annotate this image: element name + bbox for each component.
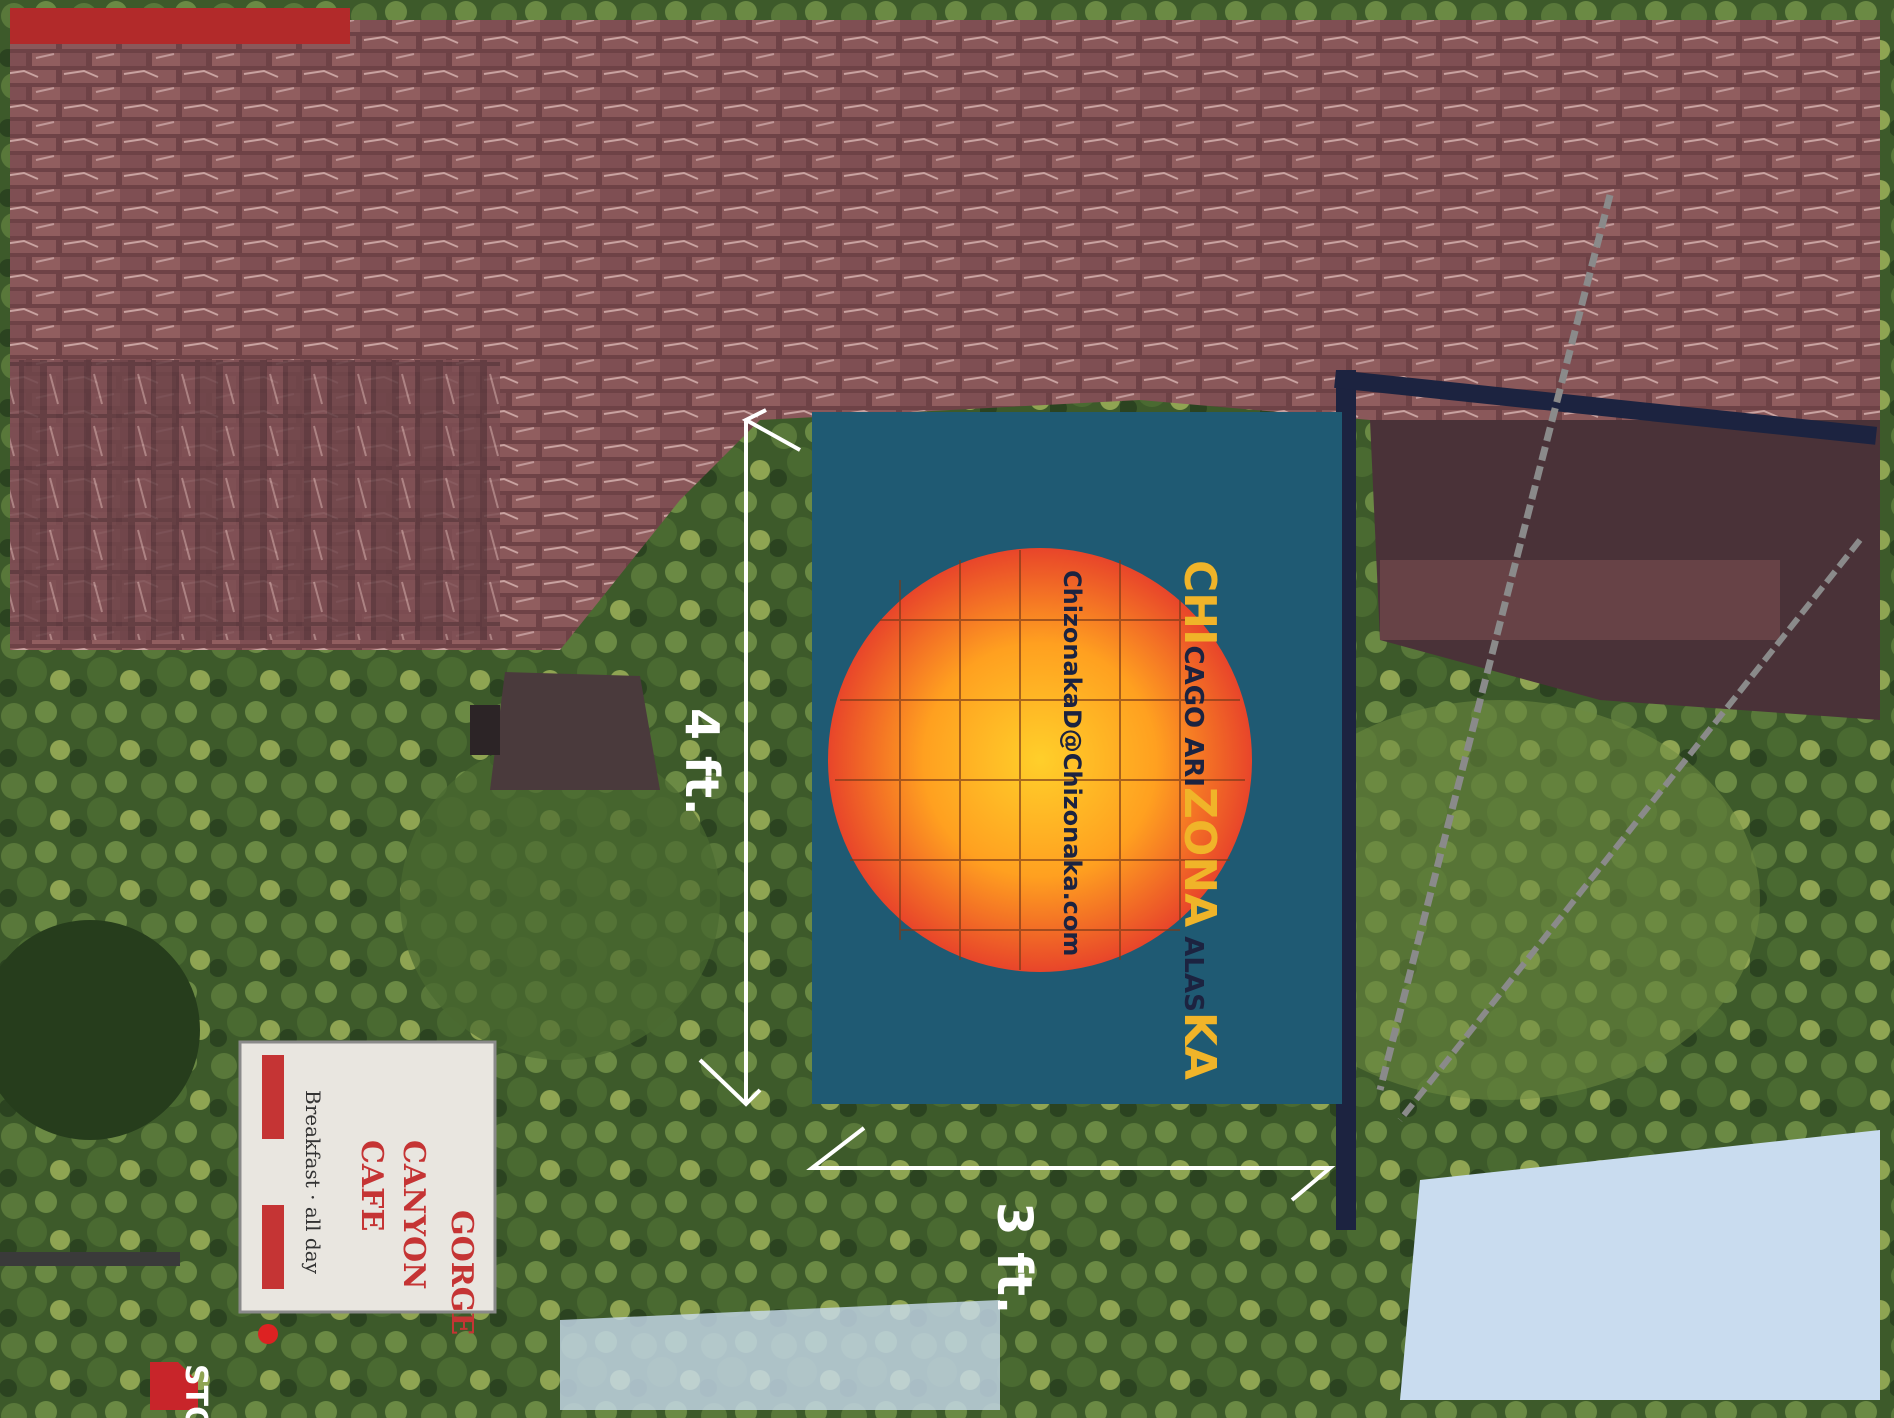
street-sign-line1: GORGE (444, 1210, 479, 1335)
brand-part-1: CHI (1174, 560, 1225, 646)
height-label: 3 ft. (986, 1202, 1042, 1314)
width-dimension-line (698, 408, 801, 1107)
wall-lantern (470, 672, 660, 790)
dark-shrub (0, 920, 200, 1140)
height-dimension-line (806, 1126, 1336, 1202)
brand-part-6: KA (1174, 1012, 1225, 1080)
sky-patch-bottom (560, 1300, 1000, 1410)
overhang-beam (1380, 560, 1780, 640)
sun-graphic (828, 548, 1252, 972)
hanging-sign-panel (812, 412, 1342, 1104)
stop-sign (150, 1362, 198, 1410)
sun-grid (835, 550, 1245, 970)
brick-column (10, 360, 500, 640)
traffic-light (258, 1324, 278, 1344)
street-sign (238, 1040, 497, 1314)
signal-pole (0, 1252, 180, 1266)
tree-canopy (400, 740, 720, 1060)
brand-part-4: ZONA (1174, 787, 1225, 927)
sky-patch-right (1400, 1130, 1880, 1400)
width-label: 4 ft. (675, 708, 729, 816)
stop-sign-text: STOP (178, 1364, 213, 1418)
tree-canopy-right (1240, 700, 1760, 1100)
red-awning (10, 8, 350, 44)
street-sign-line2: CANYON (396, 1140, 431, 1290)
brand-part-2: CAGO (1178, 646, 1208, 738)
brand-text: CHICAGO ARIZONA ALASKA (1174, 560, 1225, 1080)
brand-part-5: ALAS (1178, 927, 1208, 1012)
brand-part-3: ARI (1178, 737, 1208, 787)
sign-email: ChizonakaD@Chizonaka.com (1058, 570, 1086, 956)
brand-text-group: CHICAGO ARIZONA ALASKA (1174, 560, 1225, 1080)
street-sign-line3: CAFE (354, 1140, 389, 1231)
street-sign-line4: Breakfast · all day (301, 1090, 325, 1275)
